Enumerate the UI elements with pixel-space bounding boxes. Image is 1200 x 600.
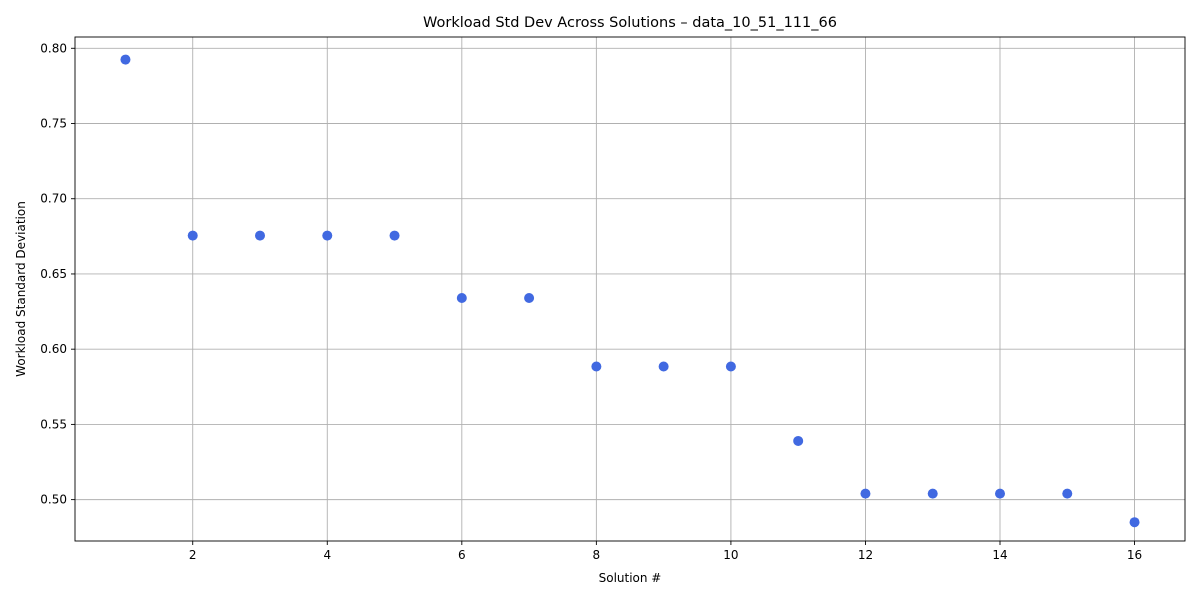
x-tick-label: 14 <box>992 548 1007 562</box>
x-tick-label: 16 <box>1127 548 1142 562</box>
y-tick-label: 0.60 <box>40 342 67 356</box>
y-axis-label: Workload Standard Deviation <box>14 201 28 377</box>
data-point <box>389 230 400 241</box>
data-point <box>725 361 736 372</box>
data-point <box>1062 488 1073 499</box>
y-tick-label: 0.80 <box>40 41 67 55</box>
data-point <box>860 488 871 499</box>
data-points <box>120 54 1140 528</box>
x-axis-label: Solution # <box>599 571 662 585</box>
y-tick-label: 0.55 <box>40 417 67 431</box>
grid-lines <box>75 37 1185 541</box>
data-point <box>187 230 198 241</box>
y-tick-label: 0.70 <box>40 192 67 206</box>
y-tick-label: 0.75 <box>40 117 67 131</box>
data-point <box>658 361 669 372</box>
data-point <box>255 230 265 241</box>
data-point <box>927 488 938 499</box>
y-axis-ticks: 0.50 0.55 0.60 0.65 0.70 0.75 0.80 <box>40 41 75 507</box>
plot-area-frame <box>74 36 1186 542</box>
chart-title: Workload Std Dev Across Solutions – data… <box>423 15 837 31</box>
x-tick-label: 10 <box>723 548 738 562</box>
x-tick-label: 8 <box>593 548 601 562</box>
data-point <box>456 293 467 304</box>
x-tick-label: 2 <box>189 548 197 562</box>
data-point <box>995 488 1005 499</box>
y-tick-label: 0.65 <box>40 267 67 281</box>
x-tick-label: 4 <box>323 548 331 562</box>
data-point <box>793 435 804 446</box>
x-axis-ticks: 2 4 6 8 10 12 14 16 <box>189 541 1142 562</box>
data-point <box>591 361 602 372</box>
data-point <box>1129 517 1140 528</box>
data-point <box>120 54 131 65</box>
data-point <box>322 230 333 241</box>
y-tick-label: 0.50 <box>40 493 67 507</box>
x-tick-label: 6 <box>458 548 466 562</box>
data-point <box>524 293 535 304</box>
x-tick-label: 12 <box>858 548 873 562</box>
